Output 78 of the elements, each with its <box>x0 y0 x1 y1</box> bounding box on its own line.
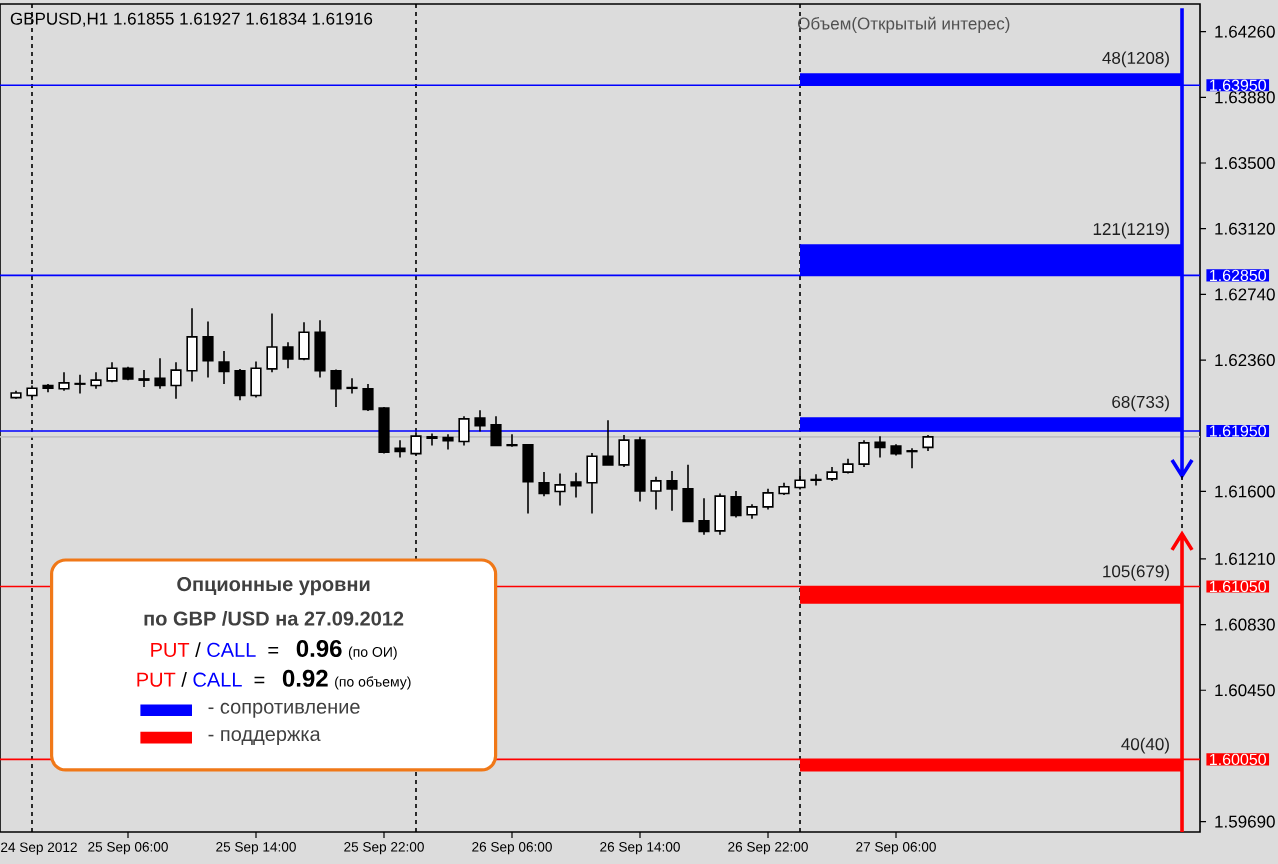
y-tick-label: 1.63120 <box>1215 222 1275 235</box>
y-tick-label: 1.64260 <box>1215 25 1275 38</box>
candlestick <box>666 470 678 512</box>
chart-title: GBPUSD,H1 1.61855 1.61927 1.61834 1.61916 <box>10 12 373 27</box>
candlestick <box>810 473 822 487</box>
y-tick-label: 1.59690 <box>1215 815 1275 828</box>
annotation: PUT <box>137 672 176 687</box>
candlestick <box>218 350 230 385</box>
candlestick <box>906 447 918 469</box>
band-label: 121(1219) <box>1093 222 1169 239</box>
y-tick-label: 1.61210 <box>1215 552 1275 565</box>
candlestick <box>298 321 310 362</box>
candlestick <box>378 406 390 455</box>
candlestick <box>346 377 358 395</box>
ref-line-label: 1.63950 <box>1210 79 1267 91</box>
candlestick <box>602 419 614 466</box>
band-label: 68(733) <box>1112 395 1169 412</box>
candlestick <box>138 369 150 388</box>
candlestick <box>58 371 70 392</box>
candlestick <box>394 439 406 459</box>
y-tick-label: 1.60450 <box>1215 684 1275 697</box>
annotation: по GBP /USD на 27.09.2012 <box>144 610 404 626</box>
annotation: - сопротивление <box>208 702 360 718</box>
candlestick <box>74 373 86 395</box>
candlestick <box>330 368 342 408</box>
candlestick <box>522 443 534 515</box>
candlestick <box>170 361 182 400</box>
candlestick <box>858 439 870 468</box>
candlestick <box>698 497 710 536</box>
annotation: / <box>181 672 187 687</box>
candlestick <box>282 341 294 370</box>
candlestick <box>650 475 662 511</box>
candlestick <box>490 415 502 447</box>
ref-line-label: 1.61050 <box>1210 580 1267 593</box>
candlestick <box>266 312 278 373</box>
candlestick <box>762 488 774 511</box>
y-tick-label: 1.62360 <box>1215 354 1275 367</box>
annotation: Опционные уровни <box>177 577 370 596</box>
candlestick <box>234 368 246 401</box>
candlestick <box>250 360 262 399</box>
band-label: 105(679) <box>1103 564 1169 581</box>
candlestick <box>458 415 470 447</box>
annotation: = <box>254 676 265 684</box>
y-tick-label: 1.61600 <box>1215 485 1275 498</box>
annotation: 0.96 <box>296 640 342 658</box>
y-tick-label: 1.62740 <box>1215 288 1275 301</box>
candlestick <box>554 472 566 507</box>
annotation: - поддержка <box>208 730 321 746</box>
annotation: CALL <box>193 672 242 687</box>
annotation: Объем(Открытый интерес) <box>798 16 1010 33</box>
annotation: PUT <box>151 643 190 657</box>
candlestick <box>538 471 550 497</box>
candlestick <box>506 433 518 448</box>
candlestick <box>186 307 198 383</box>
y-tick-label: 1.63880 <box>1215 91 1275 104</box>
candlestick <box>586 452 598 515</box>
candlestick <box>474 409 486 433</box>
y-tick-label: 1.63500 <box>1215 157 1275 170</box>
ref-line-label: 1.60050 <box>1210 753 1267 766</box>
candlestick <box>874 435 886 459</box>
y-tick-label: 1.60830 <box>1215 618 1275 631</box>
annotation: 0.92 <box>282 669 328 687</box>
candlestick <box>314 319 326 379</box>
candlestick <box>682 464 694 523</box>
annotation: / <box>195 642 201 657</box>
annotation: = <box>268 646 279 654</box>
ref-line-label: 1.62850 <box>1210 269 1267 282</box>
band-label: 48(1208) <box>1102 51 1169 68</box>
band-label: 40(40) <box>1121 737 1169 754</box>
candlestick <box>202 320 214 379</box>
candlestick <box>362 383 374 412</box>
candlestick <box>714 492 726 536</box>
annotation: CALL <box>207 642 256 657</box>
ref-line-label: 1.61950 <box>1210 425 1267 437</box>
candlestick <box>730 490 742 519</box>
candlestick <box>618 434 630 468</box>
candlestick <box>154 357 166 390</box>
candlestick <box>570 471 582 499</box>
